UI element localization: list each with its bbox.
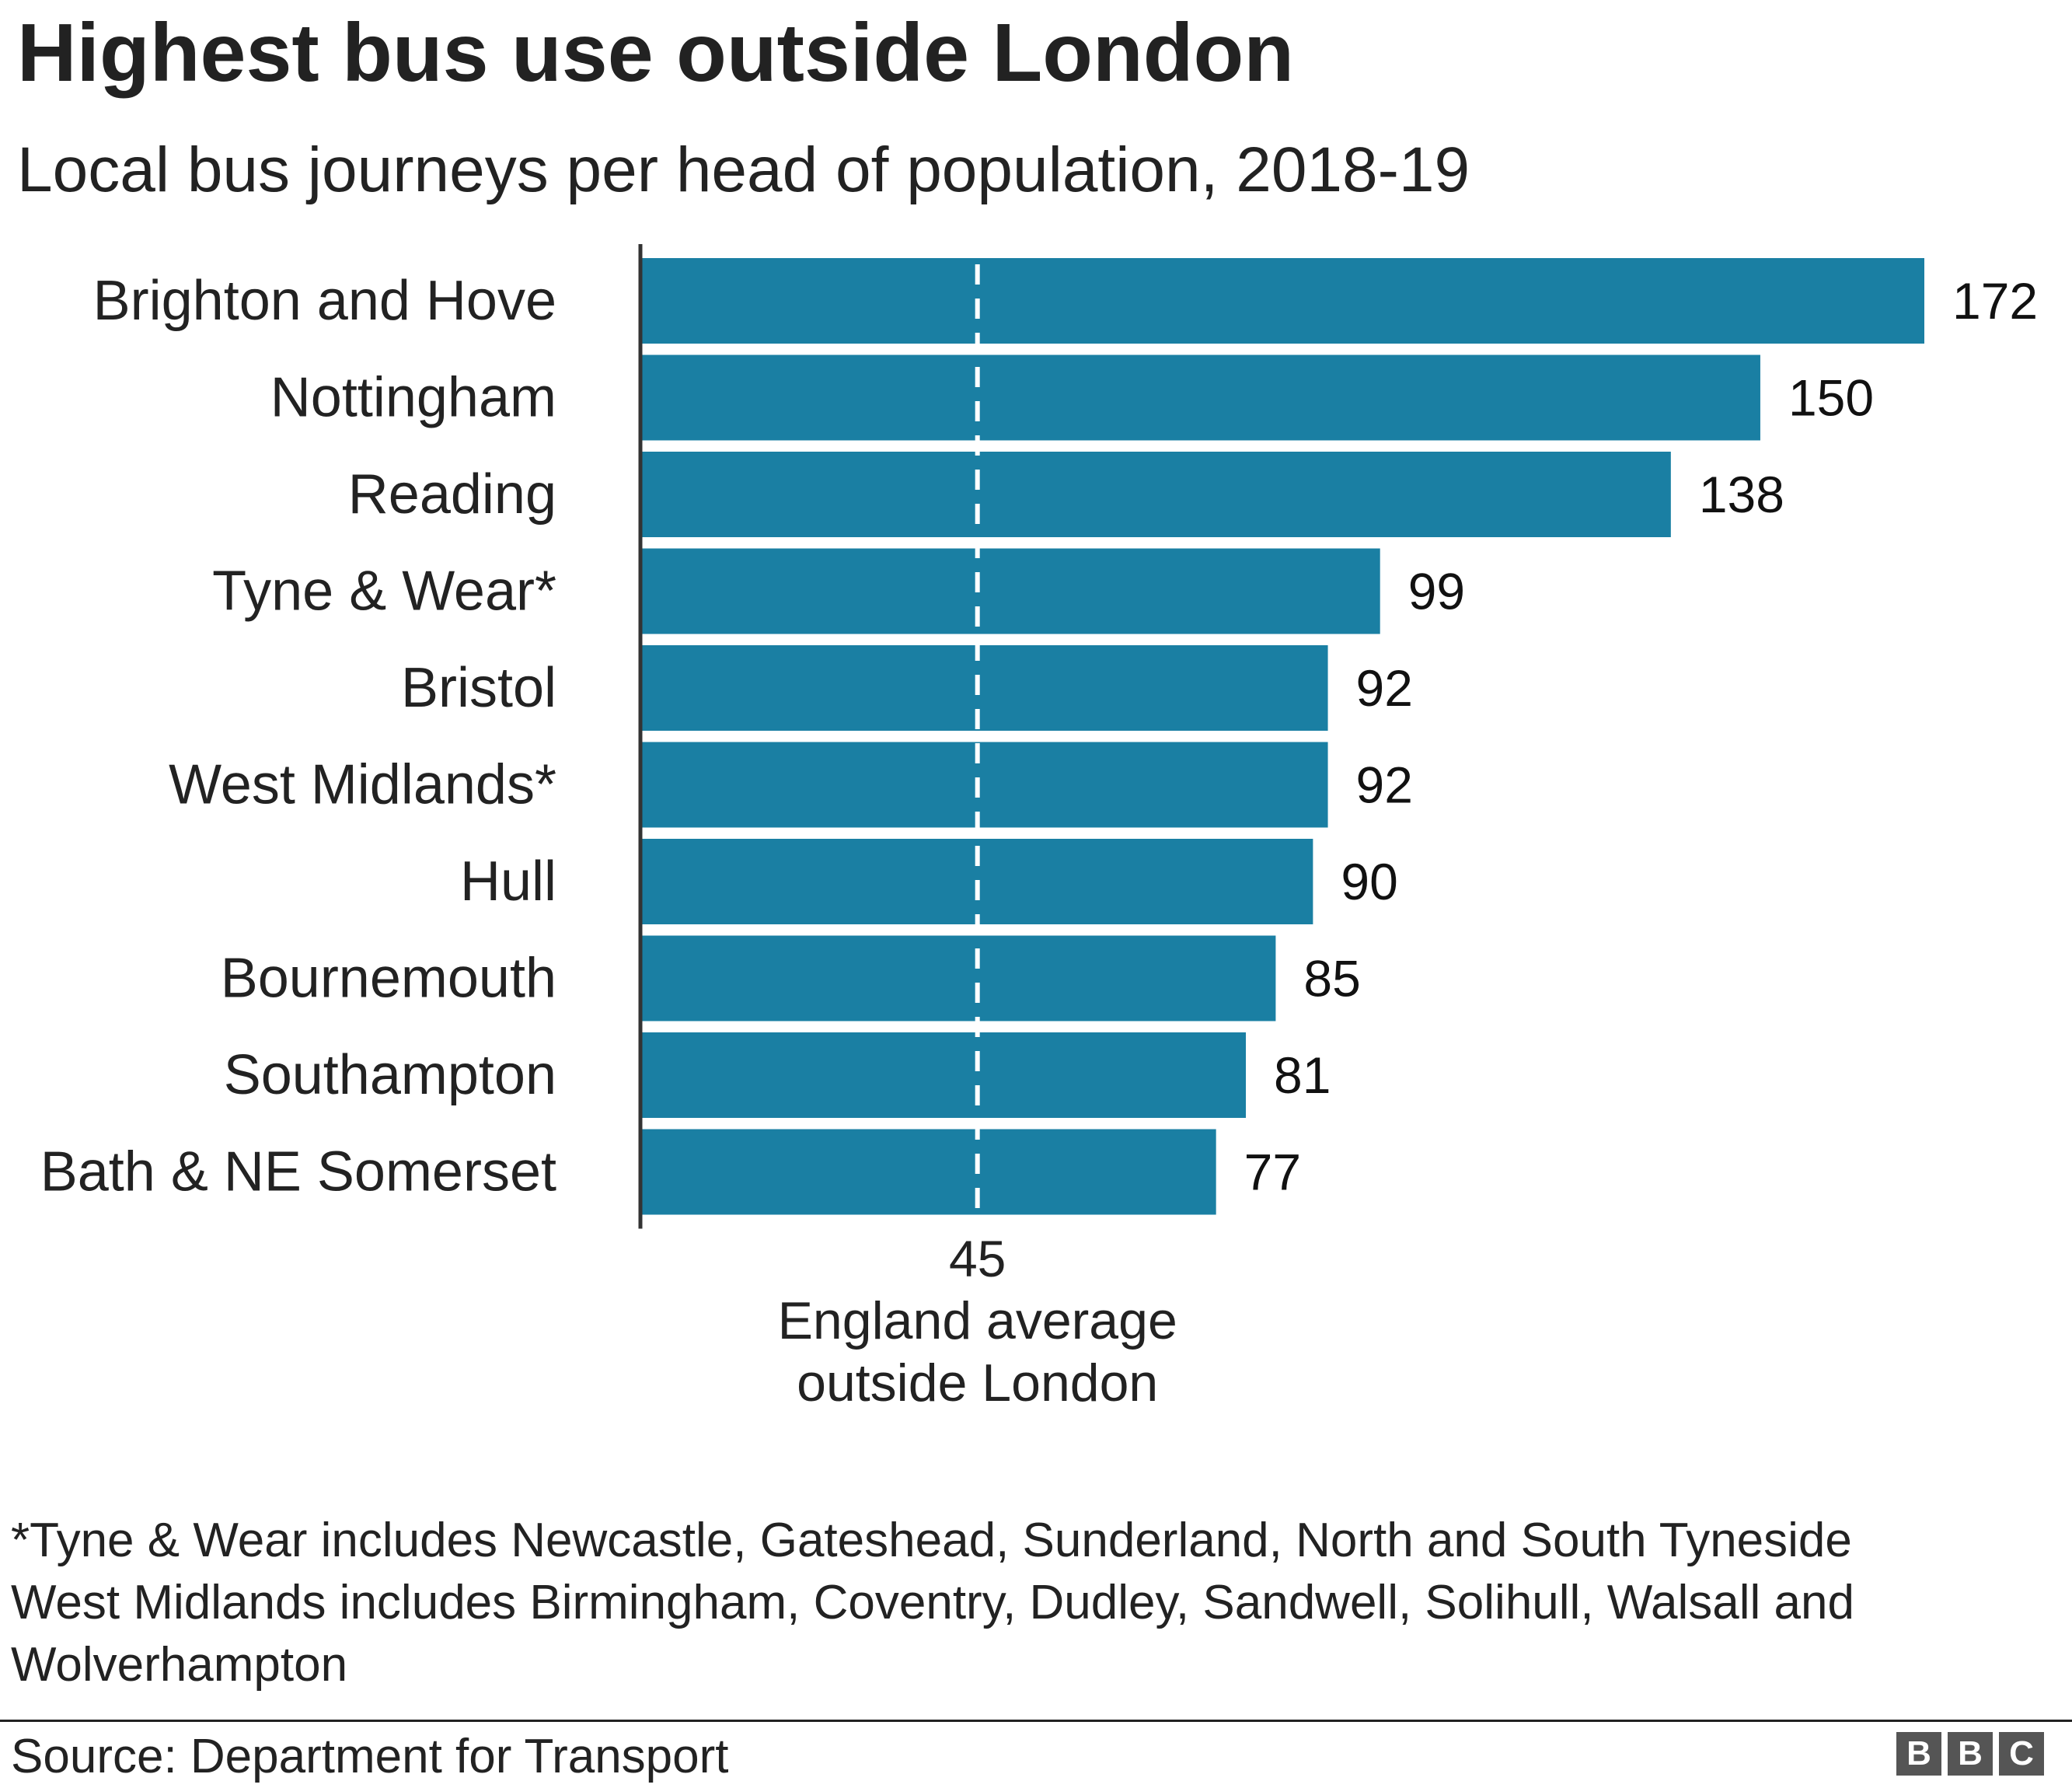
chart-subtitle: Local bus journeys per head of populatio… [17, 134, 1470, 205]
logo-letter-b2: B [1948, 1732, 1993, 1776]
value-label: 150 [1788, 369, 1874, 427]
reference-label: outside London [797, 1353, 1158, 1413]
bar [642, 452, 1671, 537]
bar [642, 935, 1276, 1021]
footer-divider [0, 1720, 2072, 1722]
category-label: Nottingham [270, 367, 556, 429]
bar [642, 548, 1380, 634]
category-label: Tyne & Wear* [212, 560, 556, 623]
reference-label: England average [778, 1291, 1177, 1350]
chart-title: Highest bus use outside London [17, 7, 1294, 99]
category-label: Southampton [224, 1044, 556, 1106]
footnote-line-3: Wolverhampton [11, 1638, 348, 1692]
bar [642, 258, 1924, 344]
footnote-line-1: *Tyne & Wear includes Newcastle, Gateshe… [11, 1514, 1852, 1567]
value-label: 92 [1356, 756, 1413, 814]
value-label: 77 [1244, 1144, 1301, 1201]
logo-letter-b1: B [1896, 1732, 1941, 1776]
category-label: Bournemouth [221, 948, 556, 1010]
bar [642, 1129, 1216, 1215]
category-label: Bath & NE Somerset [40, 1141, 556, 1203]
bar [642, 1032, 1247, 1118]
value-label: 81 [1274, 1046, 1331, 1104]
category-label: West Midlands* [169, 754, 556, 816]
value-label: 85 [1303, 950, 1360, 1007]
value-label: 138 [1699, 466, 1784, 523]
category-label: Reading [348, 463, 556, 526]
bar [642, 645, 1328, 731]
value-label: 99 [1408, 563, 1465, 620]
footnote: *Tyne & Wear includes Newcastle, Gateshe… [11, 1510, 1854, 1696]
value-label: 92 [1356, 659, 1413, 717]
category-label: Bristol [401, 657, 556, 719]
footnote-line-2: West Midlands includes Birmingham, Coven… [11, 1576, 1854, 1629]
bar [642, 354, 1760, 441]
bar-chart: Brighton and Hove 172 Nottingham 150 Reading… [40, 244, 2038, 1413]
bar [642, 742, 1328, 828]
source-note: Source: Department for Transport [11, 1730, 729, 1783]
bbc-logo: B B C [1896, 1732, 2044, 1776]
value-label: 90 [1341, 853, 1397, 910]
reference-value-label: 45 [949, 1230, 1006, 1287]
category-label: Brighton and Hove [93, 270, 556, 332]
logo-letter-c: C [1999, 1732, 2044, 1776]
value-label: 172 [1952, 272, 2038, 330]
category-label: Hull [460, 850, 556, 913]
